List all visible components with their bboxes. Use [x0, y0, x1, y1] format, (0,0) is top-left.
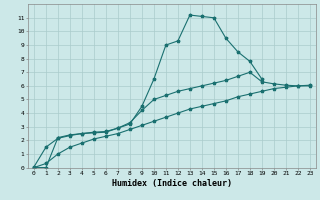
X-axis label: Humidex (Indice chaleur): Humidex (Indice chaleur): [112, 179, 232, 188]
